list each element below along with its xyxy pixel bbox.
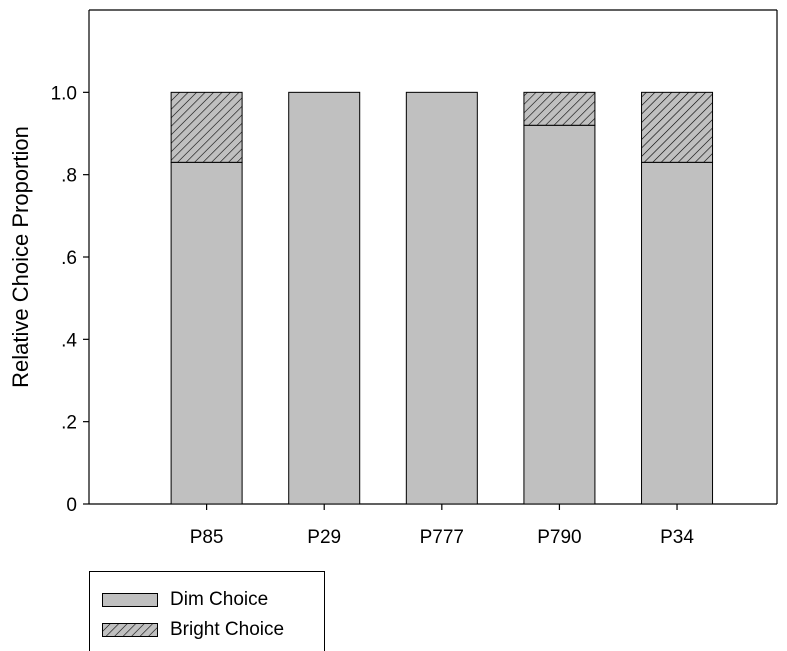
legend-label-dim: Dim Choice	[170, 589, 269, 610]
y-tick-label: 0	[66, 495, 77, 516]
y-tick-label: 1.0	[51, 83, 77, 104]
legend-label-bright: Bright Choice	[170, 619, 285, 640]
x-tick-label: P29	[307, 527, 341, 548]
legend-swatch-bright	[102, 623, 158, 637]
bar-bright-p85	[170, 91, 243, 163]
bar-bright-p790	[523, 91, 596, 126]
y-ticks: 0 .2 .4 .6 .8 1.0	[51, 83, 89, 516]
y-tick-label: .4	[61, 330, 77, 351]
y-axis-label: Relative Choice Proportion	[8, 126, 33, 388]
x-tick-label: P85	[190, 527, 224, 548]
y-tick-label: .2	[61, 413, 77, 434]
bars	[170, 91, 714, 505]
x-ticks: P85 P29 P777 P790 P34	[190, 504, 694, 548]
legend-item-bright: Bright Choice	[102, 619, 284, 641]
legend-swatch-dim	[102, 593, 158, 607]
bar-dim-p85	[170, 161, 243, 505]
y-tick-label: .6	[61, 248, 77, 269]
x-tick-label: P790	[537, 527, 581, 548]
x-tick-label: P777	[420, 527, 464, 548]
bar-dim-p790	[523, 124, 596, 505]
bar-bright-p34	[641, 91, 714, 163]
bar-dim-p29	[288, 91, 361, 505]
bar-dim-p777	[405, 91, 478, 505]
bar-dim-p34	[641, 161, 714, 505]
legend: Dim Choice Bright Choice	[89, 571, 325, 651]
legend-item-dim: Dim Choice	[102, 589, 268, 611]
x-tick-label: P34	[660, 527, 694, 548]
y-tick-label: .8	[61, 166, 77, 187]
